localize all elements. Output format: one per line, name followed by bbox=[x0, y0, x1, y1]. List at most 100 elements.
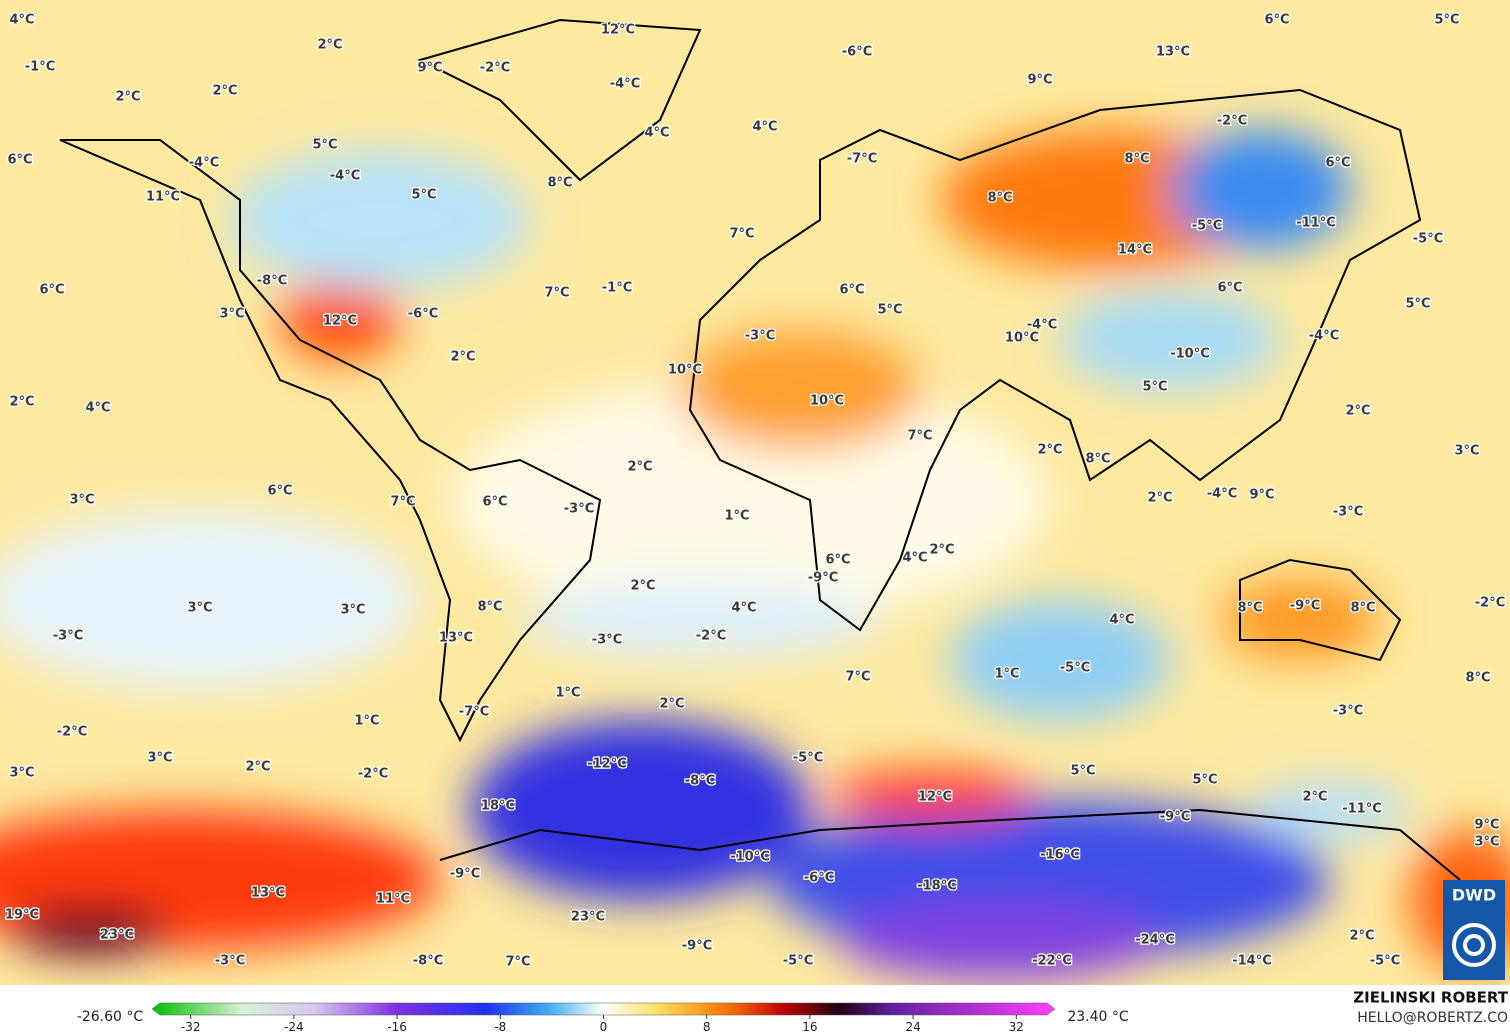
temperature-label: -5°C bbox=[1413, 232, 1443, 247]
temperature-label: 8°C bbox=[1350, 601, 1375, 616]
temperature-label: 2°C bbox=[627, 460, 652, 475]
temperature-label: -9°C bbox=[450, 867, 480, 882]
temperature-label: -7°C bbox=[459, 705, 489, 720]
temperature-label: -4°C bbox=[1207, 487, 1237, 502]
temperature-label: 8°C bbox=[1237, 601, 1262, 616]
temperature-label: 2°C bbox=[317, 38, 342, 53]
temperature-label: 3°C bbox=[1474, 835, 1499, 850]
temperature-label: 6°C bbox=[7, 153, 32, 168]
temperature-label: -9°C bbox=[682, 939, 712, 954]
temperature-label: 3°C bbox=[187, 601, 212, 616]
temperature-label: -9°C bbox=[1290, 599, 1320, 614]
colorbar-tick-label: -32 bbox=[181, 1020, 201, 1034]
temperature-label: -3°C bbox=[1333, 505, 1363, 520]
temperature-label: 6°C bbox=[39, 283, 64, 298]
temperature-label: -2°C bbox=[57, 725, 87, 740]
temperature-label: 3°C bbox=[147, 751, 172, 766]
temperature-label: 6°C bbox=[825, 553, 850, 568]
contact: HELLO@ROBERTZ.CO bbox=[1357, 1010, 1508, 1026]
temperature-labels: 4°C -1°C 2°C 2°C 2°C 12°C 9°C -2°C -4°C 4°C -6°C 13… bbox=[4, 11, 1507, 971]
temperature-label: -10°C bbox=[1170, 347, 1210, 362]
temperature-label: 5°C bbox=[1434, 13, 1459, 28]
temperature-label: 5°C bbox=[1070, 764, 1095, 779]
temperature-label: 9°C bbox=[1474, 818, 1499, 833]
temperature-label: -9°C bbox=[808, 571, 838, 586]
temperature-label: 5°C bbox=[312, 138, 337, 153]
temperature-label: 2°C bbox=[1349, 929, 1374, 944]
temperature-label: 1°C bbox=[724, 509, 749, 524]
temperature-label: 4°C bbox=[1109, 613, 1134, 628]
temperature-label: -2°C bbox=[358, 767, 388, 782]
temperature-label: 2°C bbox=[9, 395, 34, 410]
temperature-label: -4°C bbox=[1027, 318, 1057, 333]
temperature-label: 8°C bbox=[477, 600, 502, 615]
temperature-label: 4°C bbox=[731, 601, 756, 616]
logo-swirl-inner bbox=[1463, 934, 1485, 956]
temperature-label: -8°C bbox=[257, 274, 287, 289]
temperature-label: 7°C bbox=[907, 429, 932, 444]
temperature-label: 7°C bbox=[390, 495, 415, 510]
temperature-label: -4°C bbox=[330, 169, 360, 184]
temperature-label: -12°C bbox=[587, 757, 627, 772]
temperature-label: 8°C bbox=[1124, 152, 1149, 167]
temperature-label: -5°C bbox=[1060, 661, 1090, 676]
temperature-label: 12°C bbox=[323, 314, 357, 329]
temperature-label: -7°C bbox=[847, 152, 877, 167]
temperature-label: -4°C bbox=[189, 156, 219, 171]
temperature-label: -1°C bbox=[25, 60, 55, 75]
temperature-label: -3°C bbox=[592, 633, 622, 648]
colorbar-max: 23.40 °C bbox=[1067, 1009, 1129, 1025]
temperature-label: 12°C bbox=[918, 790, 952, 805]
temperature-label: 18°C bbox=[481, 799, 515, 814]
logo-text: DWD bbox=[1452, 886, 1496, 905]
temperature-label: 11°C bbox=[146, 190, 180, 205]
temperature-label: 2°C bbox=[212, 84, 237, 99]
temperature-label: 13°C bbox=[439, 631, 473, 646]
temperature-label: -3°C bbox=[564, 502, 594, 517]
colorbar-tick-label: 32 bbox=[1009, 1020, 1024, 1034]
temperature-label: 2°C bbox=[1147, 491, 1172, 506]
temperature-label: -2°C bbox=[1217, 114, 1247, 129]
temperature-label: -6°C bbox=[408, 307, 438, 322]
temperature-label: -4°C bbox=[1309, 329, 1339, 344]
temperature-label: -5°C bbox=[793, 751, 823, 766]
temperature-label: 8°C bbox=[987, 191, 1012, 206]
temperature-label: -5°C bbox=[783, 954, 813, 969]
temperature-label: 23°C bbox=[571, 910, 605, 925]
temperature-label: 4°C bbox=[752, 120, 777, 135]
temperature-label: 9°C bbox=[1249, 488, 1274, 503]
temperature-label: 6°C bbox=[839, 283, 864, 298]
temperature-label: 23°C bbox=[100, 928, 134, 943]
temperature-label: 2°C bbox=[1302, 790, 1327, 805]
temperature-label: 2°C bbox=[630, 579, 655, 594]
temperature-label: 10°C bbox=[810, 394, 844, 409]
temperature-label: 7°C bbox=[505, 955, 530, 970]
temperature-label: -5°C bbox=[1370, 954, 1400, 969]
colorbar-tick-label: -8 bbox=[494, 1020, 506, 1034]
temperature-label: 14°C bbox=[1118, 243, 1152, 258]
temperature-label: -22°C bbox=[1032, 954, 1072, 969]
temperature-label: 3°C bbox=[219, 307, 244, 322]
temperature-label: -18°C bbox=[917, 879, 957, 894]
colorbar bbox=[151, 1002, 1056, 1016]
temperature-label: 5°C bbox=[1142, 380, 1167, 395]
temperature-label: 2°C bbox=[450, 350, 475, 365]
temperature-label: -9°C bbox=[1160, 810, 1190, 825]
colorbar-min: -26.60 °C bbox=[77, 1009, 144, 1025]
temperature-label: -2°C bbox=[696, 629, 726, 644]
temperature-label: 2°C bbox=[245, 760, 270, 775]
temperature-label: -4°C bbox=[610, 77, 640, 92]
colorbar-tick-label: 16 bbox=[802, 1020, 817, 1034]
temperature-label: -2°C bbox=[480, 61, 510, 76]
temperature-label: 2°C bbox=[115, 90, 140, 105]
temperature-label: 8°C bbox=[1465, 671, 1490, 686]
temperature-label: 2°C bbox=[929, 543, 954, 558]
temperature-label: -6°C bbox=[804, 871, 834, 886]
temperature-label: -11°C bbox=[1296, 216, 1336, 231]
temperature-label: 5°C bbox=[877, 303, 902, 318]
temperature-label: 5°C bbox=[1192, 773, 1217, 788]
temperature-label: 4°C bbox=[9, 13, 34, 28]
temperature-label: -3°C bbox=[1333, 704, 1363, 719]
temperature-label: -8°C bbox=[413, 954, 443, 969]
temperature-label: -2°C bbox=[1475, 596, 1505, 611]
